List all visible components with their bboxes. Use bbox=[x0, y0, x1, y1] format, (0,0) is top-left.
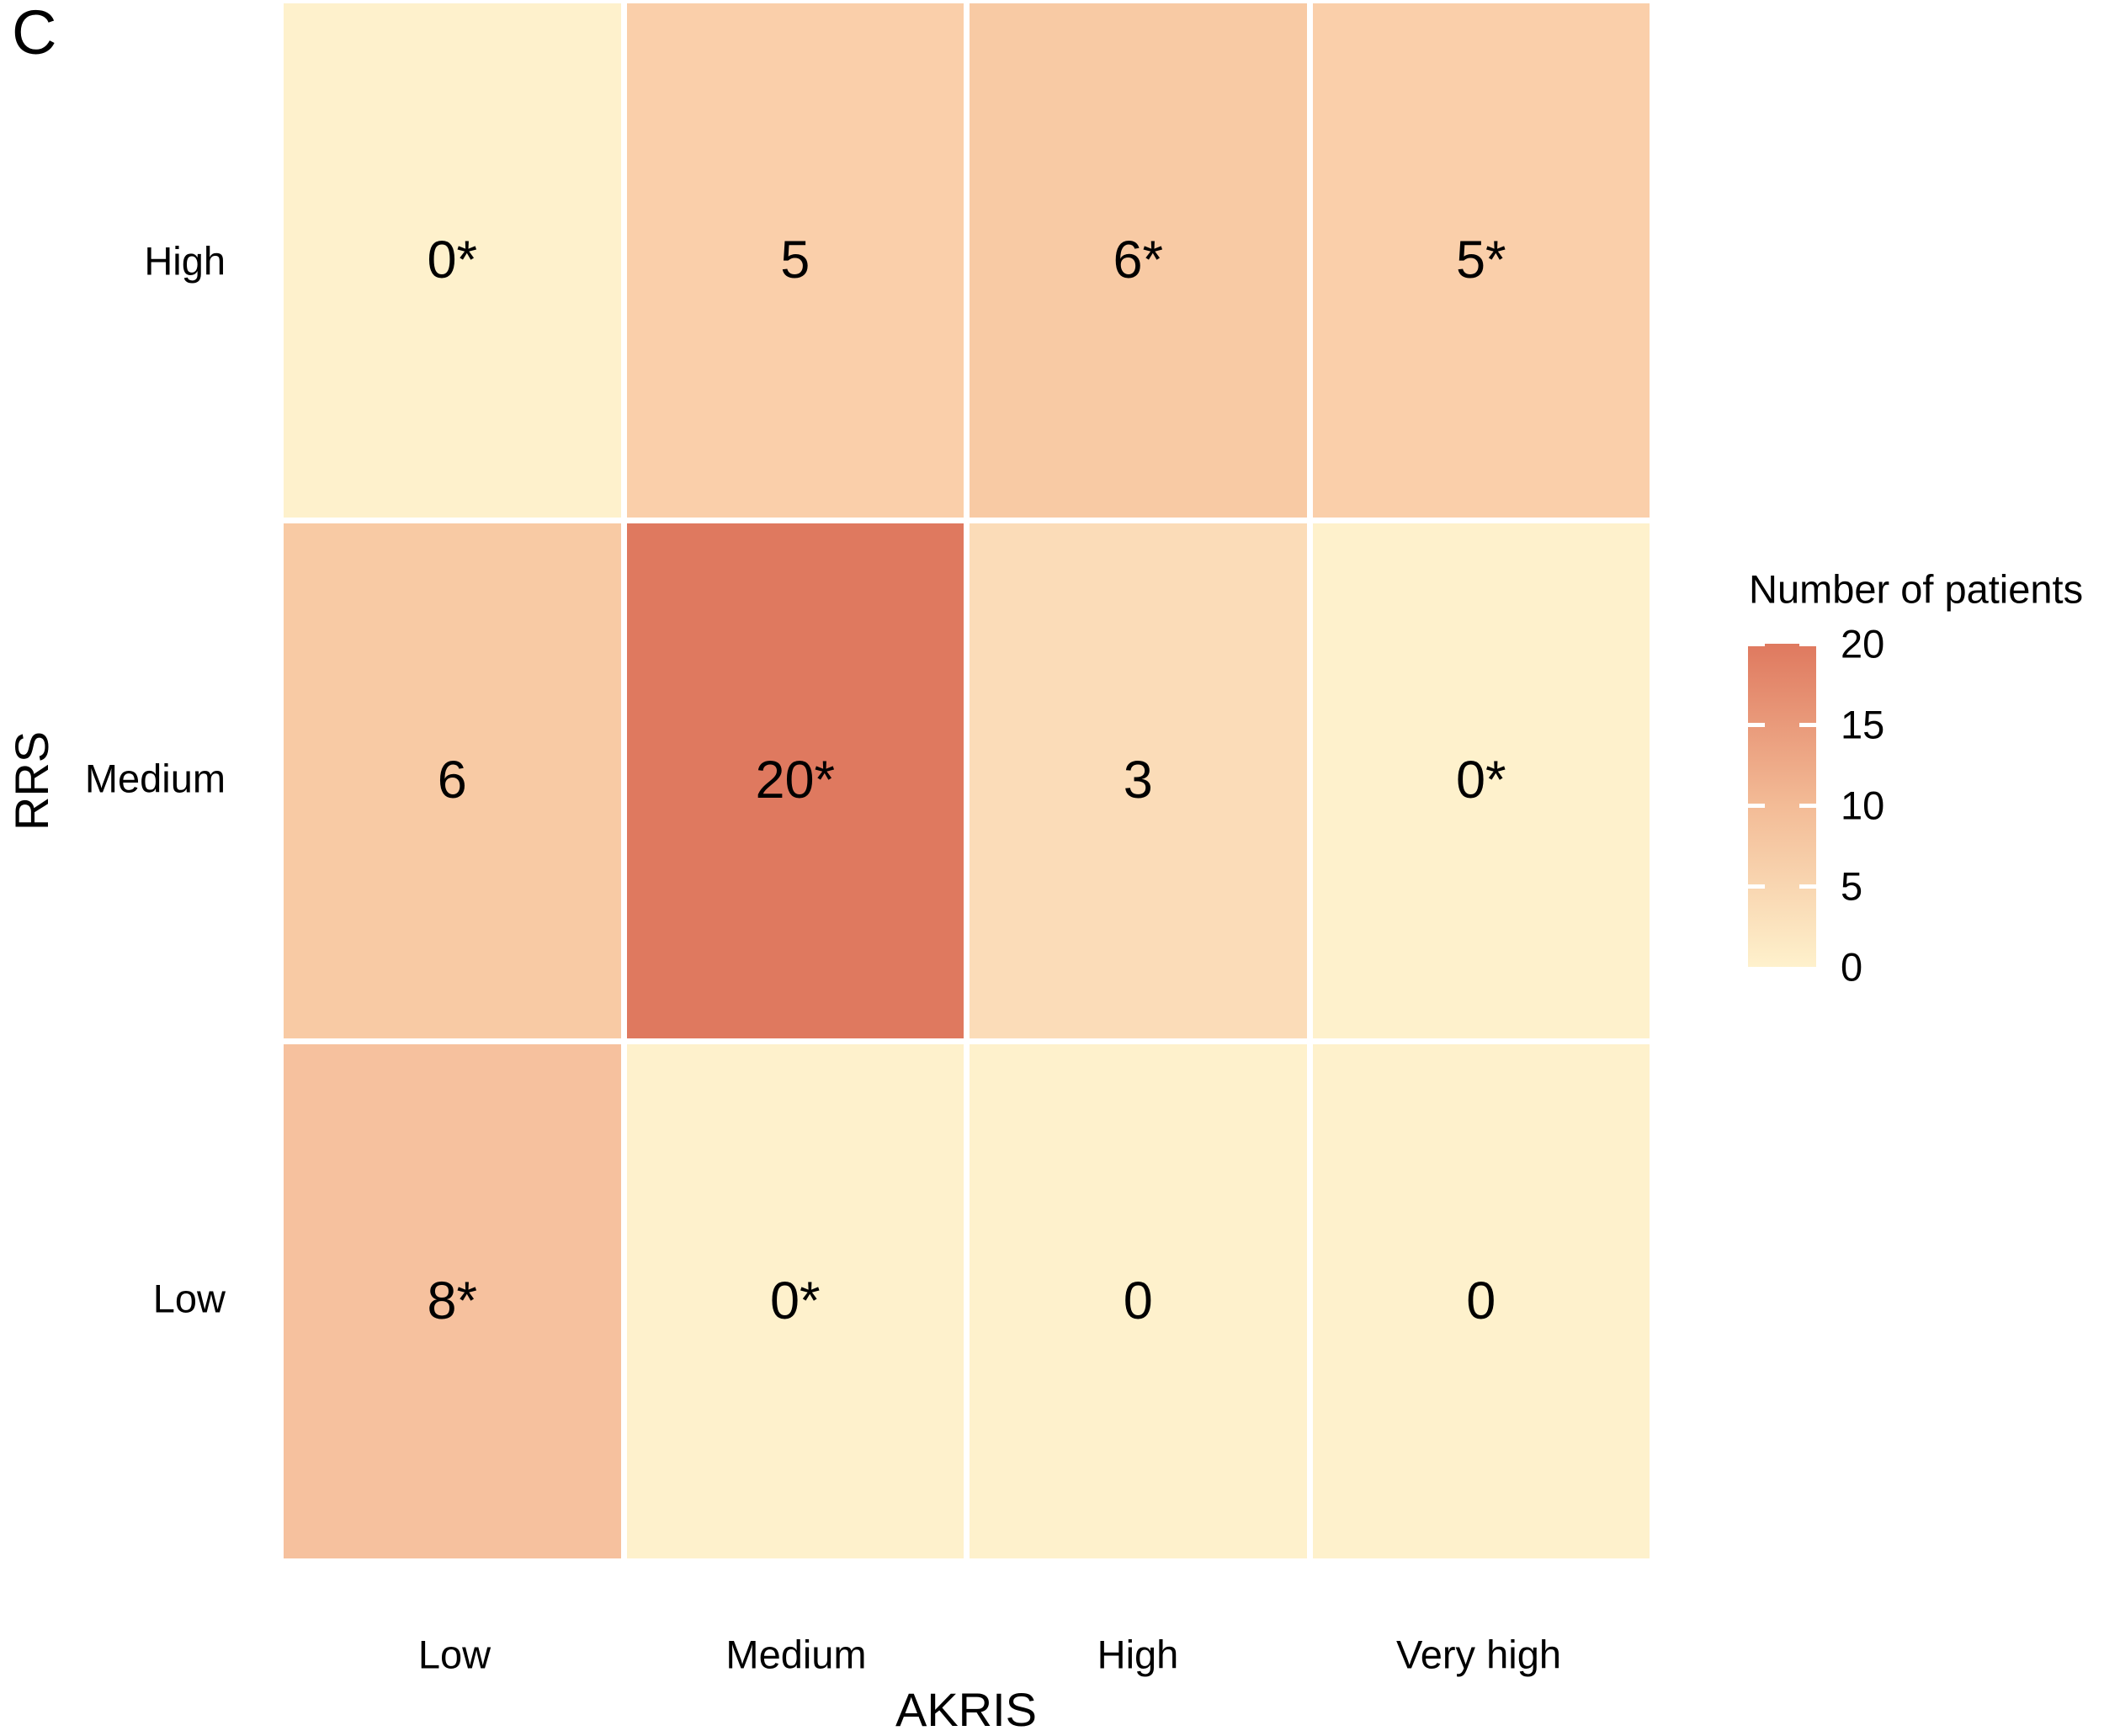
heatmap-grid: 0* 5 6* 5* 6 20* 3 0* 8* 0* 0 0 bbox=[284, 3, 1650, 1558]
cell-value-label: 5 bbox=[780, 231, 810, 290]
legend-colorbar bbox=[1748, 644, 1816, 967]
heatmap-cell: 6 bbox=[284, 523, 621, 1038]
legend-tick-notch bbox=[1799, 884, 1816, 889]
heatmap-cell: 5* bbox=[1312, 3, 1650, 518]
legend-tick-label: 0 bbox=[1841, 944, 1863, 990]
heatmap-cell: 0* bbox=[1312, 523, 1650, 1038]
legend-tick-label: 5 bbox=[1841, 863, 1863, 909]
y-axis-label: High bbox=[144, 238, 226, 284]
legend-tick-notch bbox=[1748, 804, 1765, 808]
x-axis-title: AKRIS bbox=[895, 1683, 1038, 1736]
cell-value-label: 0 bbox=[1123, 1271, 1153, 1330]
cell-value-label: 5* bbox=[1455, 231, 1506, 290]
legend-title: Number of patients bbox=[1749, 566, 2084, 612]
cell-value-label: 6* bbox=[1113, 231, 1164, 290]
legend-tick-notch bbox=[1799, 723, 1816, 727]
panel-label: C bbox=[12, 0, 57, 67]
cell-value-label: 3 bbox=[1123, 751, 1153, 810]
cell-value-label: 6 bbox=[437, 751, 467, 810]
legend-tick-notch bbox=[1748, 644, 1765, 646]
y-axis-title: RRS bbox=[5, 730, 58, 831]
x-axis-label: Medium bbox=[725, 1632, 867, 1677]
legend-tick-label: 20 bbox=[1841, 621, 1885, 666]
cell-value-label: 0* bbox=[1455, 751, 1506, 810]
legend-tick-notch bbox=[1748, 884, 1765, 889]
cell-value-label: 0 bbox=[1466, 1271, 1496, 1330]
heatmap-cell: 0* bbox=[626, 1043, 964, 1558]
x-axis-label: Very high bbox=[1396, 1632, 1561, 1677]
cell-value-label: 0* bbox=[427, 231, 478, 290]
heatmap-cell: 8* bbox=[284, 1043, 621, 1558]
cell-value-label: 20* bbox=[755, 751, 836, 810]
heatmap-cell: 3 bbox=[970, 523, 1307, 1038]
cell-value-label: 8* bbox=[427, 1271, 478, 1330]
heatmap-cell: 0 bbox=[1312, 1043, 1650, 1558]
legend-tick-notch bbox=[1748, 723, 1765, 727]
legend-tick-notch bbox=[1799, 804, 1816, 808]
heatmap-cell: 20* bbox=[626, 523, 964, 1038]
y-axis-label: Low bbox=[152, 1276, 226, 1321]
legend-tick-notch bbox=[1799, 644, 1816, 646]
cell-value-label: 0* bbox=[769, 1271, 821, 1330]
heatmap-cell: 5 bbox=[626, 3, 964, 518]
x-axis-label: High bbox=[1097, 1632, 1179, 1677]
heatmap-cell: 0* bbox=[284, 3, 621, 518]
heatmap-cell: 0 bbox=[970, 1043, 1307, 1558]
legend-tick-label: 10 bbox=[1841, 783, 1885, 828]
x-axis-label: Low bbox=[417, 1632, 491, 1677]
y-axis-label: Medium bbox=[84, 756, 226, 801]
legend-tick-label: 15 bbox=[1841, 702, 1885, 747]
heatmap-cell: 6* bbox=[970, 3, 1307, 518]
